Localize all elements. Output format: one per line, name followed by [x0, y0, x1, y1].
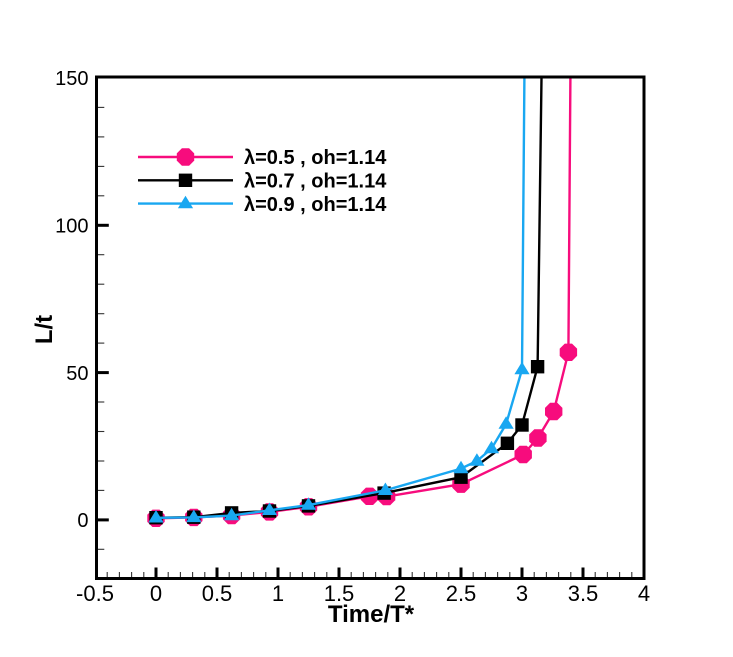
- svg-text:L/t: L/t: [31, 315, 58, 344]
- svg-text:0: 0: [150, 581, 162, 606]
- svg-text:150: 150: [55, 68, 88, 90]
- svg-text:1.5: 1.5: [324, 581, 355, 606]
- svg-text:1: 1: [272, 581, 284, 606]
- svg-text:50: 50: [66, 363, 88, 385]
- svg-text:4: 4: [638, 581, 650, 606]
- svg-text:λ=0.7 , oh=1.14: λ=0.7 , oh=1.14: [244, 171, 387, 193]
- svg-text:0.5: 0.5: [202, 581, 233, 606]
- svg-text:3: 3: [516, 581, 528, 606]
- svg-text:2.5: 2.5: [446, 581, 477, 606]
- svg-text:λ=0.9 , oh=1.14: λ=0.9 , oh=1.14: [244, 194, 387, 216]
- svg-text:λ=0.5 , oh=1.14: λ=0.5 , oh=1.14: [244, 147, 387, 169]
- svg-text:100: 100: [55, 216, 88, 238]
- svg-text:-0.5: -0.5: [76, 581, 114, 606]
- svg-text:0: 0: [77, 510, 88, 532]
- svg-text:Time/T*: Time/T*: [328, 601, 415, 628]
- svg-text:3.5: 3.5: [568, 581, 599, 606]
- svg-text:2: 2: [394, 581, 406, 606]
